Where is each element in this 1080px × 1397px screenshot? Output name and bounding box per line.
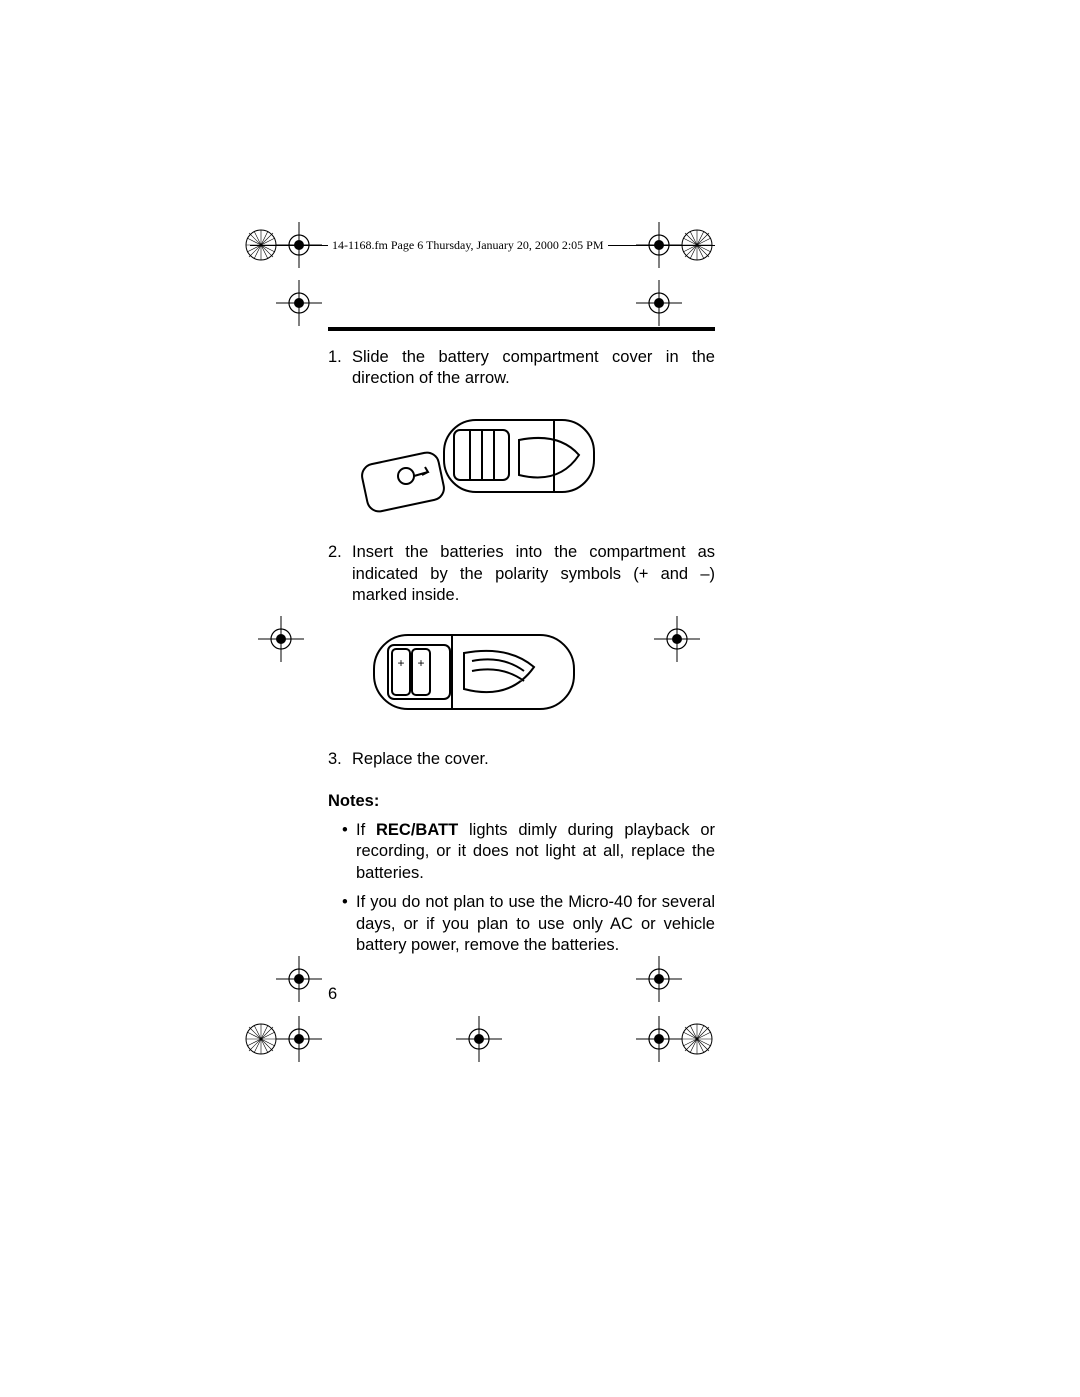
note-bullet-2: • If you do not plan to use the Micro-40… <box>342 892 715 956</box>
svg-text:+: + <box>397 656 404 670</box>
registration-mark-icon <box>258 616 304 662</box>
registration-mark-icon <box>276 1016 322 1062</box>
note-text-bold: REC/BATT <box>376 821 458 839</box>
registration-mark-icon <box>654 616 700 662</box>
bullet-marker: • <box>342 820 356 884</box>
step-text: Replace the cover. <box>352 749 715 770</box>
starburst-icon <box>244 228 278 262</box>
registration-mark-icon <box>636 956 682 1002</box>
step-1: 1. Slide the battery compartment cover i… <box>328 347 715 390</box>
figure-battery-cover <box>354 400 715 526</box>
starburst-icon <box>680 228 714 262</box>
step-2: 2. Insert the batteries into the compart… <box>328 542 715 606</box>
svg-text:+: + <box>417 656 424 670</box>
registration-mark-icon <box>636 222 682 268</box>
registration-mark-icon <box>276 280 322 326</box>
starburst-icon <box>244 1022 278 1056</box>
note-text-pre: If <box>356 821 376 839</box>
section-divider <box>328 327 715 331</box>
step-number: 3. <box>328 749 348 770</box>
registration-mark-icon <box>636 1016 682 1062</box>
note-bullet-1: • If REC/BATT lights dimly during playba… <box>342 820 715 884</box>
header-text: 14-1168.fm Page 6 Thursday, January 20, … <box>328 238 608 253</box>
step-number: 1. <box>328 347 348 390</box>
starburst-icon <box>680 1022 714 1056</box>
step-text: Insert the batteries into the compartmen… <box>352 542 715 606</box>
registration-mark-icon <box>636 280 682 326</box>
notes-heading: Notes: <box>328 791 715 812</box>
step-number: 2. <box>328 542 348 606</box>
bullet-text: If REC/BATT lights dimly during playback… <box>356 820 715 884</box>
registration-mark-icon <box>456 1016 502 1062</box>
step-3: 3. Replace the cover. <box>328 749 715 770</box>
bullet-text: If you do not plan to use the Micro-40 f… <box>356 892 715 956</box>
step-text: Slide the battery compartment cover in t… <box>352 347 715 390</box>
registration-mark-icon <box>276 956 322 1002</box>
registration-mark-icon <box>276 222 322 268</box>
page-frame: 14-1168.fm Page 6 Thursday, January 20, … <box>250 245 715 1004</box>
bullet-marker: • <box>342 892 356 956</box>
